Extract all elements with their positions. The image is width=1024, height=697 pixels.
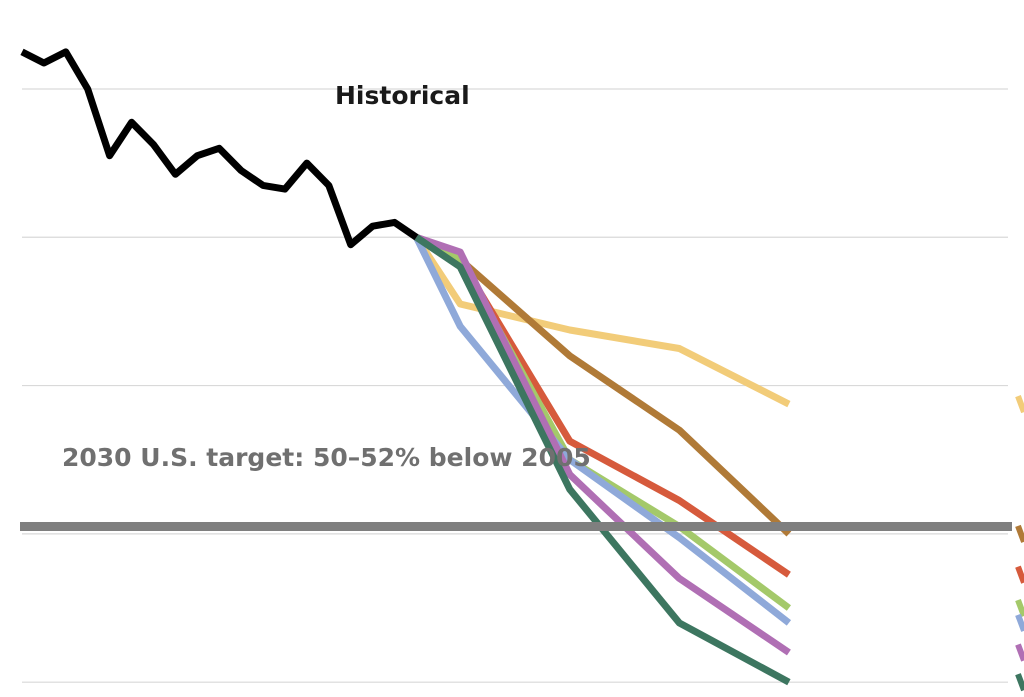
projection-end-marker-3 xyxy=(1015,565,1024,584)
projection-end-marker-2 xyxy=(1015,524,1024,543)
projection-line-7 xyxy=(414,234,791,686)
historical-label: Historical xyxy=(335,81,470,110)
projection-end-marker-4 xyxy=(1015,598,1024,618)
projection-end-marker-1 xyxy=(1015,395,1024,414)
projection-line-6 xyxy=(415,233,791,656)
projection-end-marker-7 xyxy=(1015,673,1024,692)
series-lines xyxy=(20,48,792,686)
projection-line-5 xyxy=(413,235,792,626)
projection-end-marker-6 xyxy=(1015,643,1024,662)
projection-end-marker-5 xyxy=(1015,613,1024,632)
target-label: 2030 U.S. target: 50–52% below 2005 xyxy=(62,443,591,472)
edge-ticks xyxy=(1015,395,1024,692)
historical-line xyxy=(20,48,419,249)
projection-line-1 xyxy=(413,235,791,408)
